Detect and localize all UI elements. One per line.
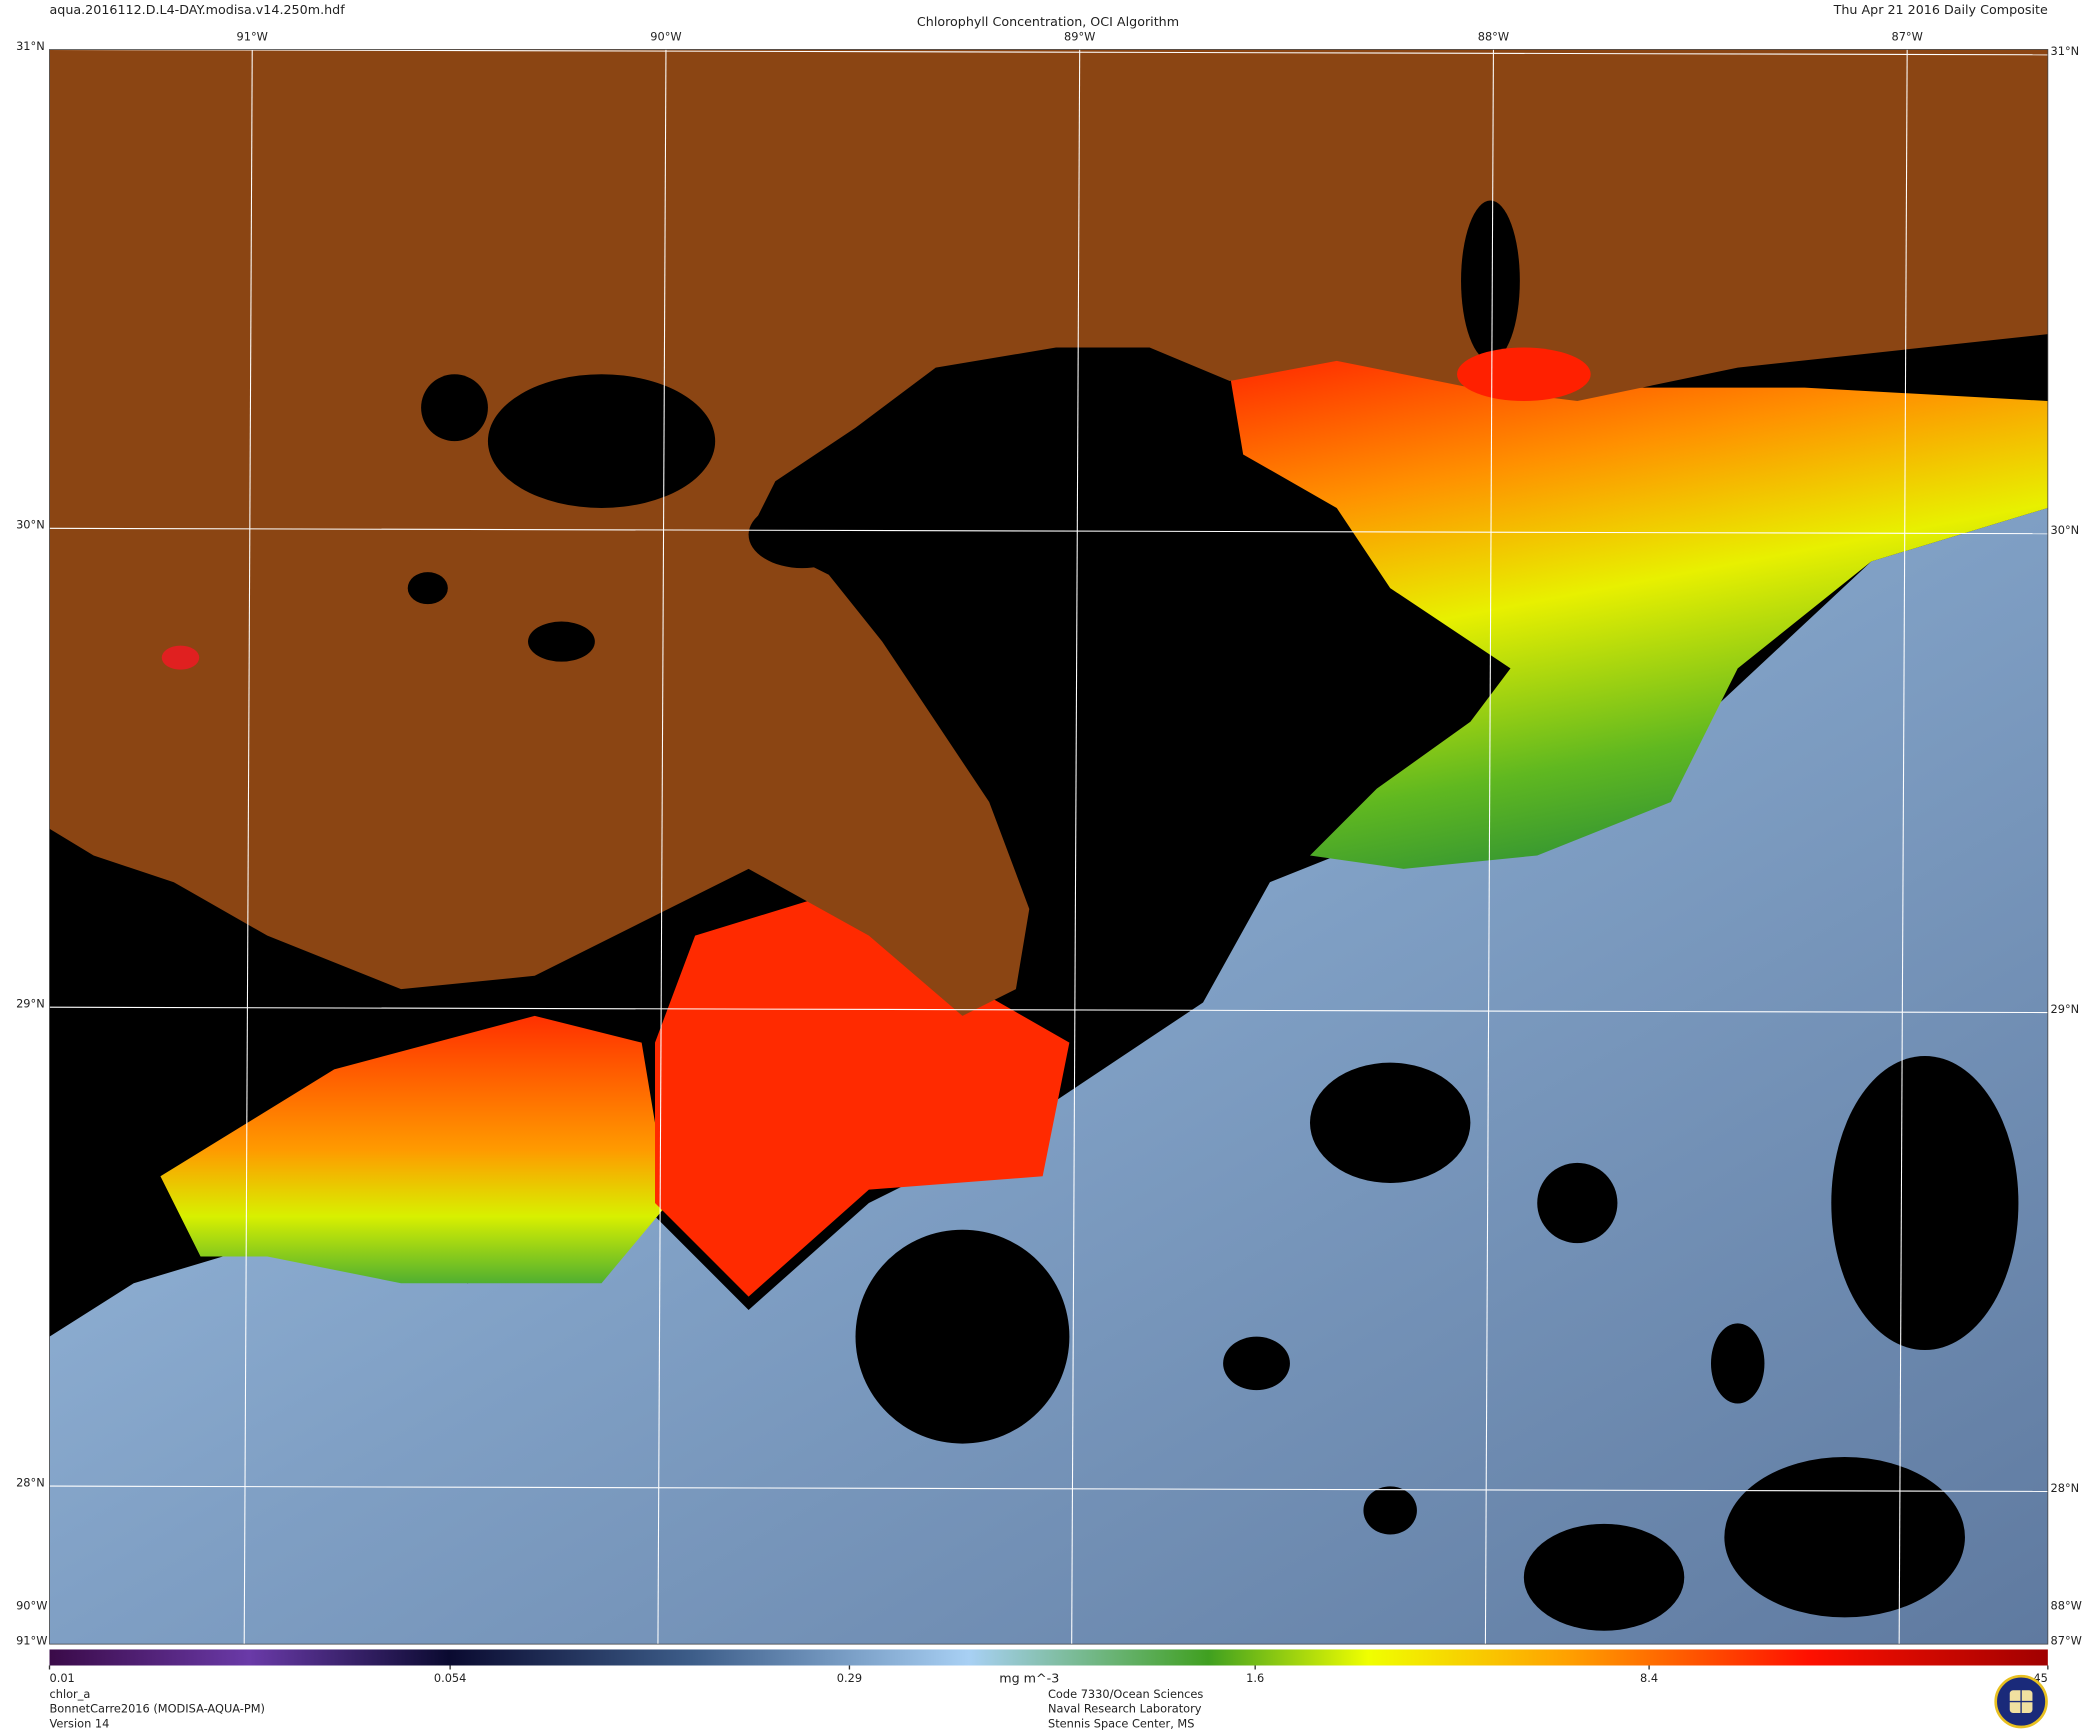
lon-label: 90°W [650,29,681,43]
footer-left: chlor_a [50,1687,91,1701]
parallel [49,1485,2048,1492]
colorbar-ticks: 0.01 0.054 0.29 1.6 8.4 45 [48,1665,2049,1685]
lon-label: 90°W [16,1599,47,1613]
cloud-patches [855,768,2019,1631]
map-image [49,49,2048,1645]
meridian [657,49,667,1645]
footer-center: Naval Research Laboratory [1048,1702,1202,1716]
parallel [49,49,2048,56]
lat-label: 28°N [2051,1481,2080,1495]
lat-label: 31°N [16,39,45,53]
colorbar-unit: mg m^-3 [999,1670,1059,1685]
lat-label: 30°N [2051,523,2080,537]
meridian [243,49,253,1645]
lat-label: 29°N [16,997,45,1011]
footer-left: Version 14 [50,1716,110,1730]
lon-label: 87°W [2051,1633,2082,1647]
colorbar-tick-label: 0.054 [434,1671,467,1685]
footer-left: BonnetCarre2016 (MODISA-AQUA-PM) [50,1702,265,1716]
parallel [49,1006,2048,1014]
lat-label: 30°N [16,518,45,532]
colorbar-tick-label: 0.29 [837,1671,862,1685]
inland-plume [161,645,200,670]
lon-label: 88°W [1478,29,1509,43]
lat-label: 28°N [16,1475,45,1489]
footer-center: Code 7330/Ocean Sciences [1048,1687,1203,1701]
lat-label: 31°N [2051,44,2080,58]
meridian [1071,49,1081,1645]
colorbar-tick-label: 8.4 [1640,1671,1658,1685]
lon-label: 87°W [1891,29,1922,43]
graticule [49,49,2048,1645]
lon-label: 89°W [1064,29,1095,43]
footer-center: Stennis Space Center, MS [1048,1716,1194,1730]
chlorophyll-plume-west [160,1015,669,1284]
logo [1994,1674,2048,1729]
meridian [1484,49,1494,1645]
lat-label: 29°N [2051,1002,2080,1016]
colorbar-tick-label: 1.6 [1246,1671,1264,1685]
chlorophyll-plume-east [1229,347,2048,869]
lon-label: 91°W [16,1633,47,1647]
graticule-labels: 91°W 90°W 89°W 88°W 87°W 31°N 31°N 30°N 30°N 29°N… [16,29,2082,1647]
lon-label: 91°W [237,29,268,43]
file-name: aqua.2016112.D.L4-DAY.modisa.v14.250m.hd… [50,2,346,17]
date-label: Thu Apr 21 2016 Daily Composite [1833,2,2048,17]
parallel [49,527,2048,535]
land [49,49,2048,1016]
lakes [407,200,1520,662]
map-title: Chlorophyll Concentration, OCI Algorithm [917,14,1179,29]
meridian [1898,49,1908,1645]
bay-plume [1457,347,1591,402]
colorbar-tick-label: 0.01 [50,1671,75,1685]
lon-label: 88°W [2051,1599,2082,1613]
colorbar [49,1649,2048,1666]
map-frame [49,49,2049,1645]
